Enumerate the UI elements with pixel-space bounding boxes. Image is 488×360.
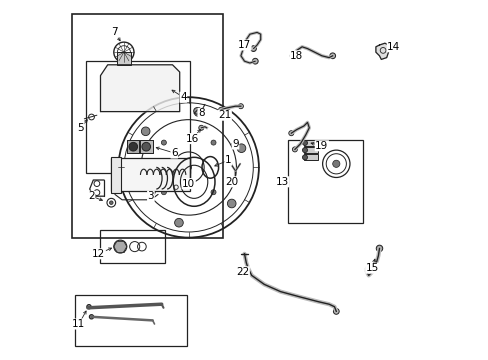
Text: 20: 20 — [225, 177, 238, 187]
Circle shape — [131, 182, 140, 191]
Bar — [111, 158, 190, 191]
Circle shape — [302, 140, 307, 145]
Circle shape — [210, 190, 216, 195]
Circle shape — [245, 42, 250, 48]
Text: 21: 21 — [218, 110, 231, 120]
Circle shape — [87, 305, 91, 309]
Text: 4: 4 — [180, 92, 186, 102]
Circle shape — [375, 245, 382, 252]
Circle shape — [161, 140, 166, 145]
Circle shape — [238, 104, 243, 109]
Circle shape — [218, 107, 223, 112]
Bar — [86, 61, 190, 173]
Text: 3: 3 — [147, 191, 154, 201]
Circle shape — [237, 144, 245, 153]
Circle shape — [194, 108, 203, 116]
Circle shape — [289, 53, 295, 59]
Text: 16: 16 — [185, 134, 199, 144]
Circle shape — [288, 131, 293, 136]
Bar — [101, 230, 165, 263]
Text: 11: 11 — [72, 319, 85, 329]
Bar — [303, 147, 318, 153]
Circle shape — [329, 53, 335, 59]
Circle shape — [174, 219, 183, 227]
Text: 6: 6 — [171, 148, 177, 158]
Circle shape — [109, 201, 113, 204]
Bar — [287, 140, 363, 223]
Circle shape — [302, 148, 307, 153]
Text: 2: 2 — [88, 191, 95, 201]
Text: 9: 9 — [232, 139, 238, 149]
Bar — [111, 157, 121, 193]
Circle shape — [199, 125, 203, 130]
Text: 13: 13 — [275, 177, 288, 187]
Bar — [117, 52, 131, 65]
Polygon shape — [375, 43, 387, 59]
Polygon shape — [101, 65, 179, 112]
Text: 12: 12 — [92, 249, 105, 259]
Circle shape — [227, 199, 236, 208]
Circle shape — [333, 309, 339, 314]
Bar — [127, 140, 152, 153]
Text: 1: 1 — [224, 155, 231, 165]
Circle shape — [252, 58, 258, 64]
Circle shape — [161, 190, 166, 195]
Circle shape — [142, 142, 150, 151]
Circle shape — [89, 315, 94, 319]
Circle shape — [129, 142, 137, 151]
Circle shape — [210, 140, 216, 145]
Bar — [72, 14, 223, 238]
Text: 17: 17 — [237, 40, 251, 50]
Text: 10: 10 — [182, 179, 195, 189]
Circle shape — [250, 46, 256, 51]
Text: 8: 8 — [198, 108, 204, 118]
Bar — [303, 154, 318, 160]
Text: 18: 18 — [289, 51, 303, 61]
Text: 14: 14 — [386, 42, 400, 52]
Circle shape — [141, 127, 150, 136]
Circle shape — [185, 165, 191, 170]
Text: 19: 19 — [315, 141, 328, 151]
Circle shape — [193, 108, 200, 114]
Circle shape — [114, 240, 126, 253]
Circle shape — [292, 147, 297, 152]
Bar — [140, 140, 152, 153]
Bar — [303, 140, 318, 146]
Text: 7: 7 — [111, 27, 118, 37]
Text: 5: 5 — [77, 123, 84, 133]
Circle shape — [302, 155, 307, 160]
Bar — [75, 295, 186, 346]
Text: 22: 22 — [236, 267, 249, 277]
Bar — [127, 140, 139, 153]
Circle shape — [332, 160, 339, 167]
Text: 15: 15 — [365, 263, 378, 273]
